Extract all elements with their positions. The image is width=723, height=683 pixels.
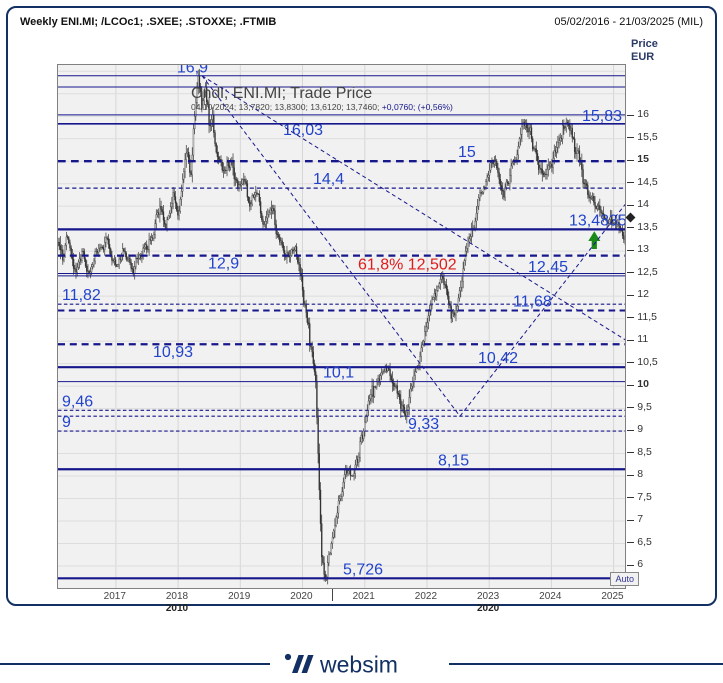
svg-text:websim: websim	[319, 652, 398, 678]
